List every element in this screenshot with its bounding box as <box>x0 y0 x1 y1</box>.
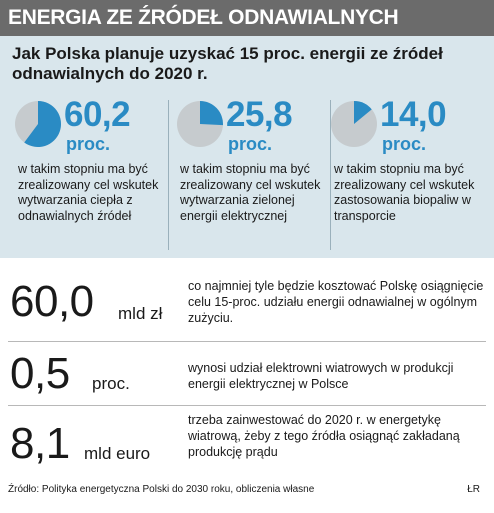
big-value-unit: mld zł <box>118 304 163 323</box>
pie-chart-icon <box>177 101 223 147</box>
divider <box>8 405 486 406</box>
wind-share-row: 0,5 proc. wynosi udział elektrowni wiatr… <box>0 342 494 404</box>
divider <box>8 341 486 342</box>
pie-slice <box>24 101 61 147</box>
row-text: trzeba zainwestować do 2020 r. w energet… <box>188 413 460 459</box>
stat-heat: 60,2 proc. w takim stopniu ma być zreali… <box>14 95 164 248</box>
stat-electricity: 25,8 proc. w takim stopniu ma być zreali… <box>176 95 326 248</box>
divider <box>168 100 169 250</box>
stat-value: 14,0 <box>380 95 447 134</box>
panel-subtitle: Jak Polska planuje uzyskać 15 proc. ener… <box>12 44 443 83</box>
stat-value: 60,2 <box>64 95 131 134</box>
pie-slice <box>200 101 223 126</box>
row-text: wynosi udział elektrowni wiatrowych w pr… <box>188 361 454 391</box>
pie-chart-icon <box>15 101 61 147</box>
stat-transport: 14,0 proc. w takim stopniu ma być zreali… <box>330 95 480 248</box>
stat-unit: proc. <box>228 134 273 154</box>
big-value-unit: mld euro <box>84 444 151 463</box>
divider <box>330 100 331 250</box>
big-value: 8,1 <box>10 419 70 468</box>
stat-description: w takim stopniu ma być zrealizowany cel … <box>334 162 475 223</box>
big-value: 60,0 <box>10 277 94 326</box>
targets-panel: Jak Polska planuje uzyskać 15 proc. ener… <box>0 36 494 258</box>
pie-slice <box>354 101 372 124</box>
big-value-unit: proc. <box>92 374 130 393</box>
author-credit: ŁR <box>467 484 480 495</box>
investment-row: 8,1 mld euro trzeba zainwestować do 2020… <box>0 406 494 478</box>
pie-chart-icon <box>331 101 377 147</box>
cost-row: 60,0 mld zł co najmniej tyle będzie kosz… <box>0 266 494 336</box>
source-note: Źródło: Polityka energetyczna Polski do … <box>8 484 315 495</box>
stat-value: 25,8 <box>226 95 293 134</box>
infographic-title: ENERGIA ZE ŹRÓDEŁ ODNAWIALNYCH <box>0 0 494 36</box>
row-text: co najmniej tyle będzie kosztować Polskę… <box>188 279 484 325</box>
stat-description: w takim stopniu ma być zrealizowany cel … <box>18 162 159 223</box>
stat-description: w takim stopniu ma być zrealizowany cel … <box>180 162 321 223</box>
stat-unit: proc. <box>66 134 111 154</box>
stat-unit: proc. <box>382 134 427 154</box>
big-value: 0,5 <box>10 349 70 398</box>
